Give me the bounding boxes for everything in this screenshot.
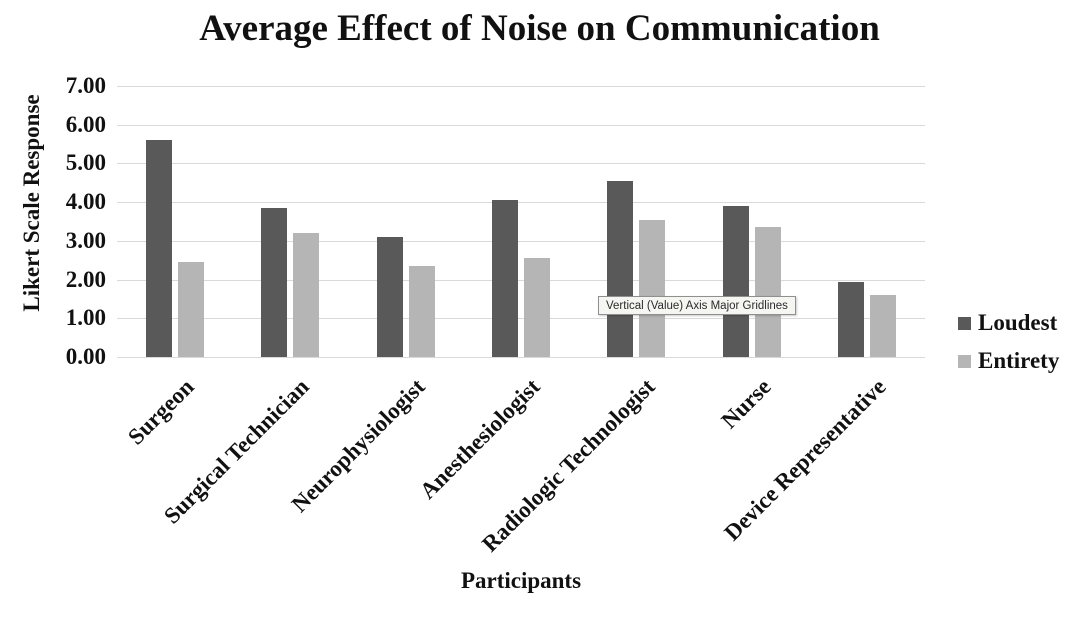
- bar-entirety-nurse[interactable]: [755, 227, 781, 357]
- bar-entirety-radiologic-technologist[interactable]: [639, 220, 665, 357]
- value-axis-major-gridline[interactable]: [117, 125, 925, 126]
- legend-swatch-loudest: [958, 316, 971, 330]
- bar-entirety-surgeon[interactable]: [178, 262, 204, 357]
- value-axis-major-gridline[interactable]: [117, 280, 925, 281]
- bar-loudest-nurse[interactable]: [723, 206, 749, 357]
- category-label-nurse: Nurse: [716, 374, 776, 434]
- value-axis-tick-label: 1.00: [65, 305, 106, 330]
- legend[interactable]: Loudest Entirety: [958, 310, 1059, 386]
- bar-loudest-surgical-technician[interactable]: [261, 208, 287, 357]
- category-label-surgeon: Surgeon: [123, 374, 199, 450]
- value-axis-tick-label: 0.00: [65, 344, 106, 369]
- bar-entirety-neurophysiologist[interactable]: [409, 266, 435, 357]
- category-axis-title[interactable]: Participants: [460, 568, 582, 593]
- value-axis-tick-label: 6.00: [65, 112, 106, 137]
- legend-label: Entirety: [978, 348, 1060, 373]
- bar-loudest-surgeon[interactable]: [146, 140, 172, 357]
- value-axis-tick-label: 5.00: [65, 150, 106, 175]
- bar-loudest-neurophysiologist[interactable]: [377, 237, 403, 357]
- bar-entirety-surgical-technician[interactable]: [293, 233, 319, 357]
- value-axis-tick-label: 4.00: [65, 189, 106, 214]
- legend-label: Loudest: [978, 310, 1058, 335]
- value-axis-major-gridline[interactable]: [117, 357, 925, 358]
- bar-entirety-device-representative[interactable]: [870, 295, 896, 357]
- value-axis-tick-label: 2.00: [65, 267, 106, 292]
- bar-loudest-anesthesiologist[interactable]: [492, 200, 518, 357]
- category-label-anesthesiologist: Anesthesiologist: [414, 374, 545, 504]
- value-axis-tick-label: 7.00: [65, 73, 106, 98]
- bar-loudest-radiologic-technologist[interactable]: [607, 181, 633, 357]
- legend-swatch-entirety: [958, 354, 971, 368]
- legend-entry-entirety[interactable]: Entirety: [958, 348, 1059, 374]
- bar-entirety-anesthesiologist[interactable]: [524, 258, 550, 357]
- value-axis-major-gridline[interactable]: [117, 86, 925, 87]
- chart-title[interactable]: Average Effect of Noise on Communication: [199, 8, 880, 49]
- value-axis-major-gridline[interactable]: [117, 318, 925, 319]
- bar-loudest-device-representative[interactable]: [838, 282, 864, 357]
- gridlines-tooltip: Vertical (Value) Axis Major Gridlines: [598, 296, 796, 315]
- value-axis-major-gridline[interactable]: [117, 163, 925, 164]
- value-axis-major-gridline[interactable]: [117, 202, 925, 203]
- value-axis-tick-label: 3.00: [65, 228, 106, 253]
- value-axis-major-gridline[interactable]: [117, 241, 925, 242]
- legend-entry-loudest[interactable]: Loudest: [958, 310, 1059, 336]
